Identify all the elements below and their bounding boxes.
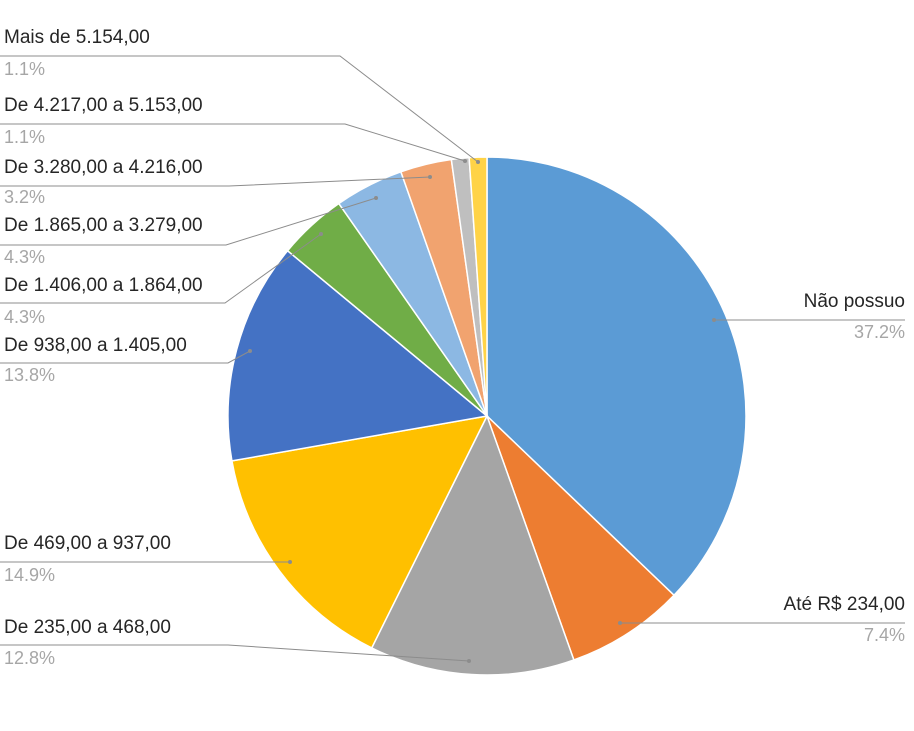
leader-line	[0, 176, 431, 187]
slice-label: De 4.217,00 a 5.153,00	[4, 95, 203, 116]
slice-label: De 235,00 a 468,00	[4, 617, 171, 638]
slice-percent-label: 4.3%	[4, 247, 45, 267]
leader-line	[0, 123, 466, 162]
pie-slice	[486, 156, 747, 597]
leader-dot	[476, 160, 480, 164]
pie-slice	[468, 156, 488, 417]
leader-line	[0, 233, 322, 304]
slice-label: De 1.406,00 a 1.864,00	[4, 275, 203, 296]
leader-dot	[712, 318, 716, 322]
slice-percent-label: 1.1%	[4, 127, 45, 147]
leader-dot	[374, 196, 378, 200]
leader-dot	[463, 159, 467, 163]
leader-dot	[319, 232, 323, 236]
pie-slice	[231, 415, 489, 649]
leader-dot	[248, 349, 252, 353]
leader-line	[0, 197, 377, 246]
slice-label: De 938,00 a 1.405,00	[4, 335, 187, 356]
slice-percent-label: 12.8%	[4, 648, 55, 668]
leader-dot	[618, 621, 622, 625]
slice-percent-label: 4.3%	[4, 307, 45, 327]
leader-line	[0, 644, 470, 662]
pie-slice	[370, 414, 575, 676]
leader-dot	[467, 659, 471, 663]
slice-label: De 469,00 a 937,00	[4, 533, 171, 554]
leader-line	[0, 55, 479, 163]
pie-slice	[486, 415, 676, 661]
slice-label: Não possuo	[804, 291, 905, 312]
slice-percent-label: 7.4%	[864, 625, 905, 645]
leader-dot	[428, 175, 432, 179]
slice-label: Até R$ 234,00	[784, 594, 905, 615]
slice-percent-label: 3.2%	[4, 187, 45, 207]
leader-line	[0, 350, 251, 364]
slice-label: De 3.280,00 a 4.216,00	[4, 157, 203, 178]
leader-dot	[288, 560, 292, 564]
slice-percent-label: 1.1%	[4, 59, 45, 79]
slice-percent-label: 14.9%	[4, 565, 55, 585]
slice-percent-label: 37.2%	[854, 322, 905, 342]
slice-label: De 1.865,00 a 3.279,00	[4, 215, 203, 236]
slice-label: Mais de 5.154,00	[4, 27, 150, 48]
slice-percent-label: 13.8%	[4, 365, 55, 385]
